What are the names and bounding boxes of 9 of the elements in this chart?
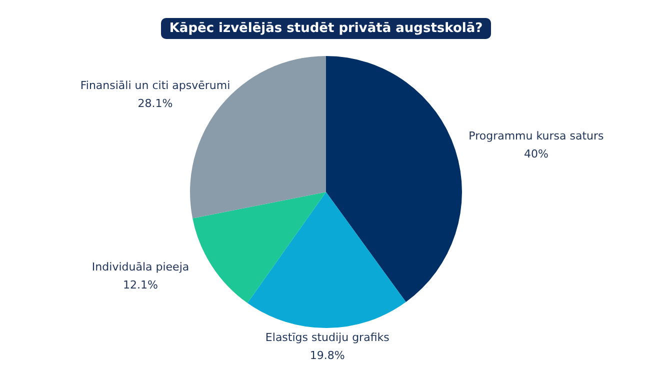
slice-label: Individuāla pieeja: [92, 260, 190, 274]
data-label: 28.1%: [138, 97, 173, 110]
data-label: 19.8%: [310, 348, 345, 362]
data-label: 40%: [524, 147, 548, 160]
slice-label: Programmu kursa saturs: [468, 129, 604, 142]
slice-label: Finansiāli un citi apsvērumi: [80, 79, 230, 92]
data-label: 12.1%: [123, 278, 158, 292]
chart-title: Kāpēc izvēlējās studēt privātā augstskolā?: [161, 18, 491, 39]
slice-label: Elastīgs studiju grafiks: [265, 330, 390, 344]
